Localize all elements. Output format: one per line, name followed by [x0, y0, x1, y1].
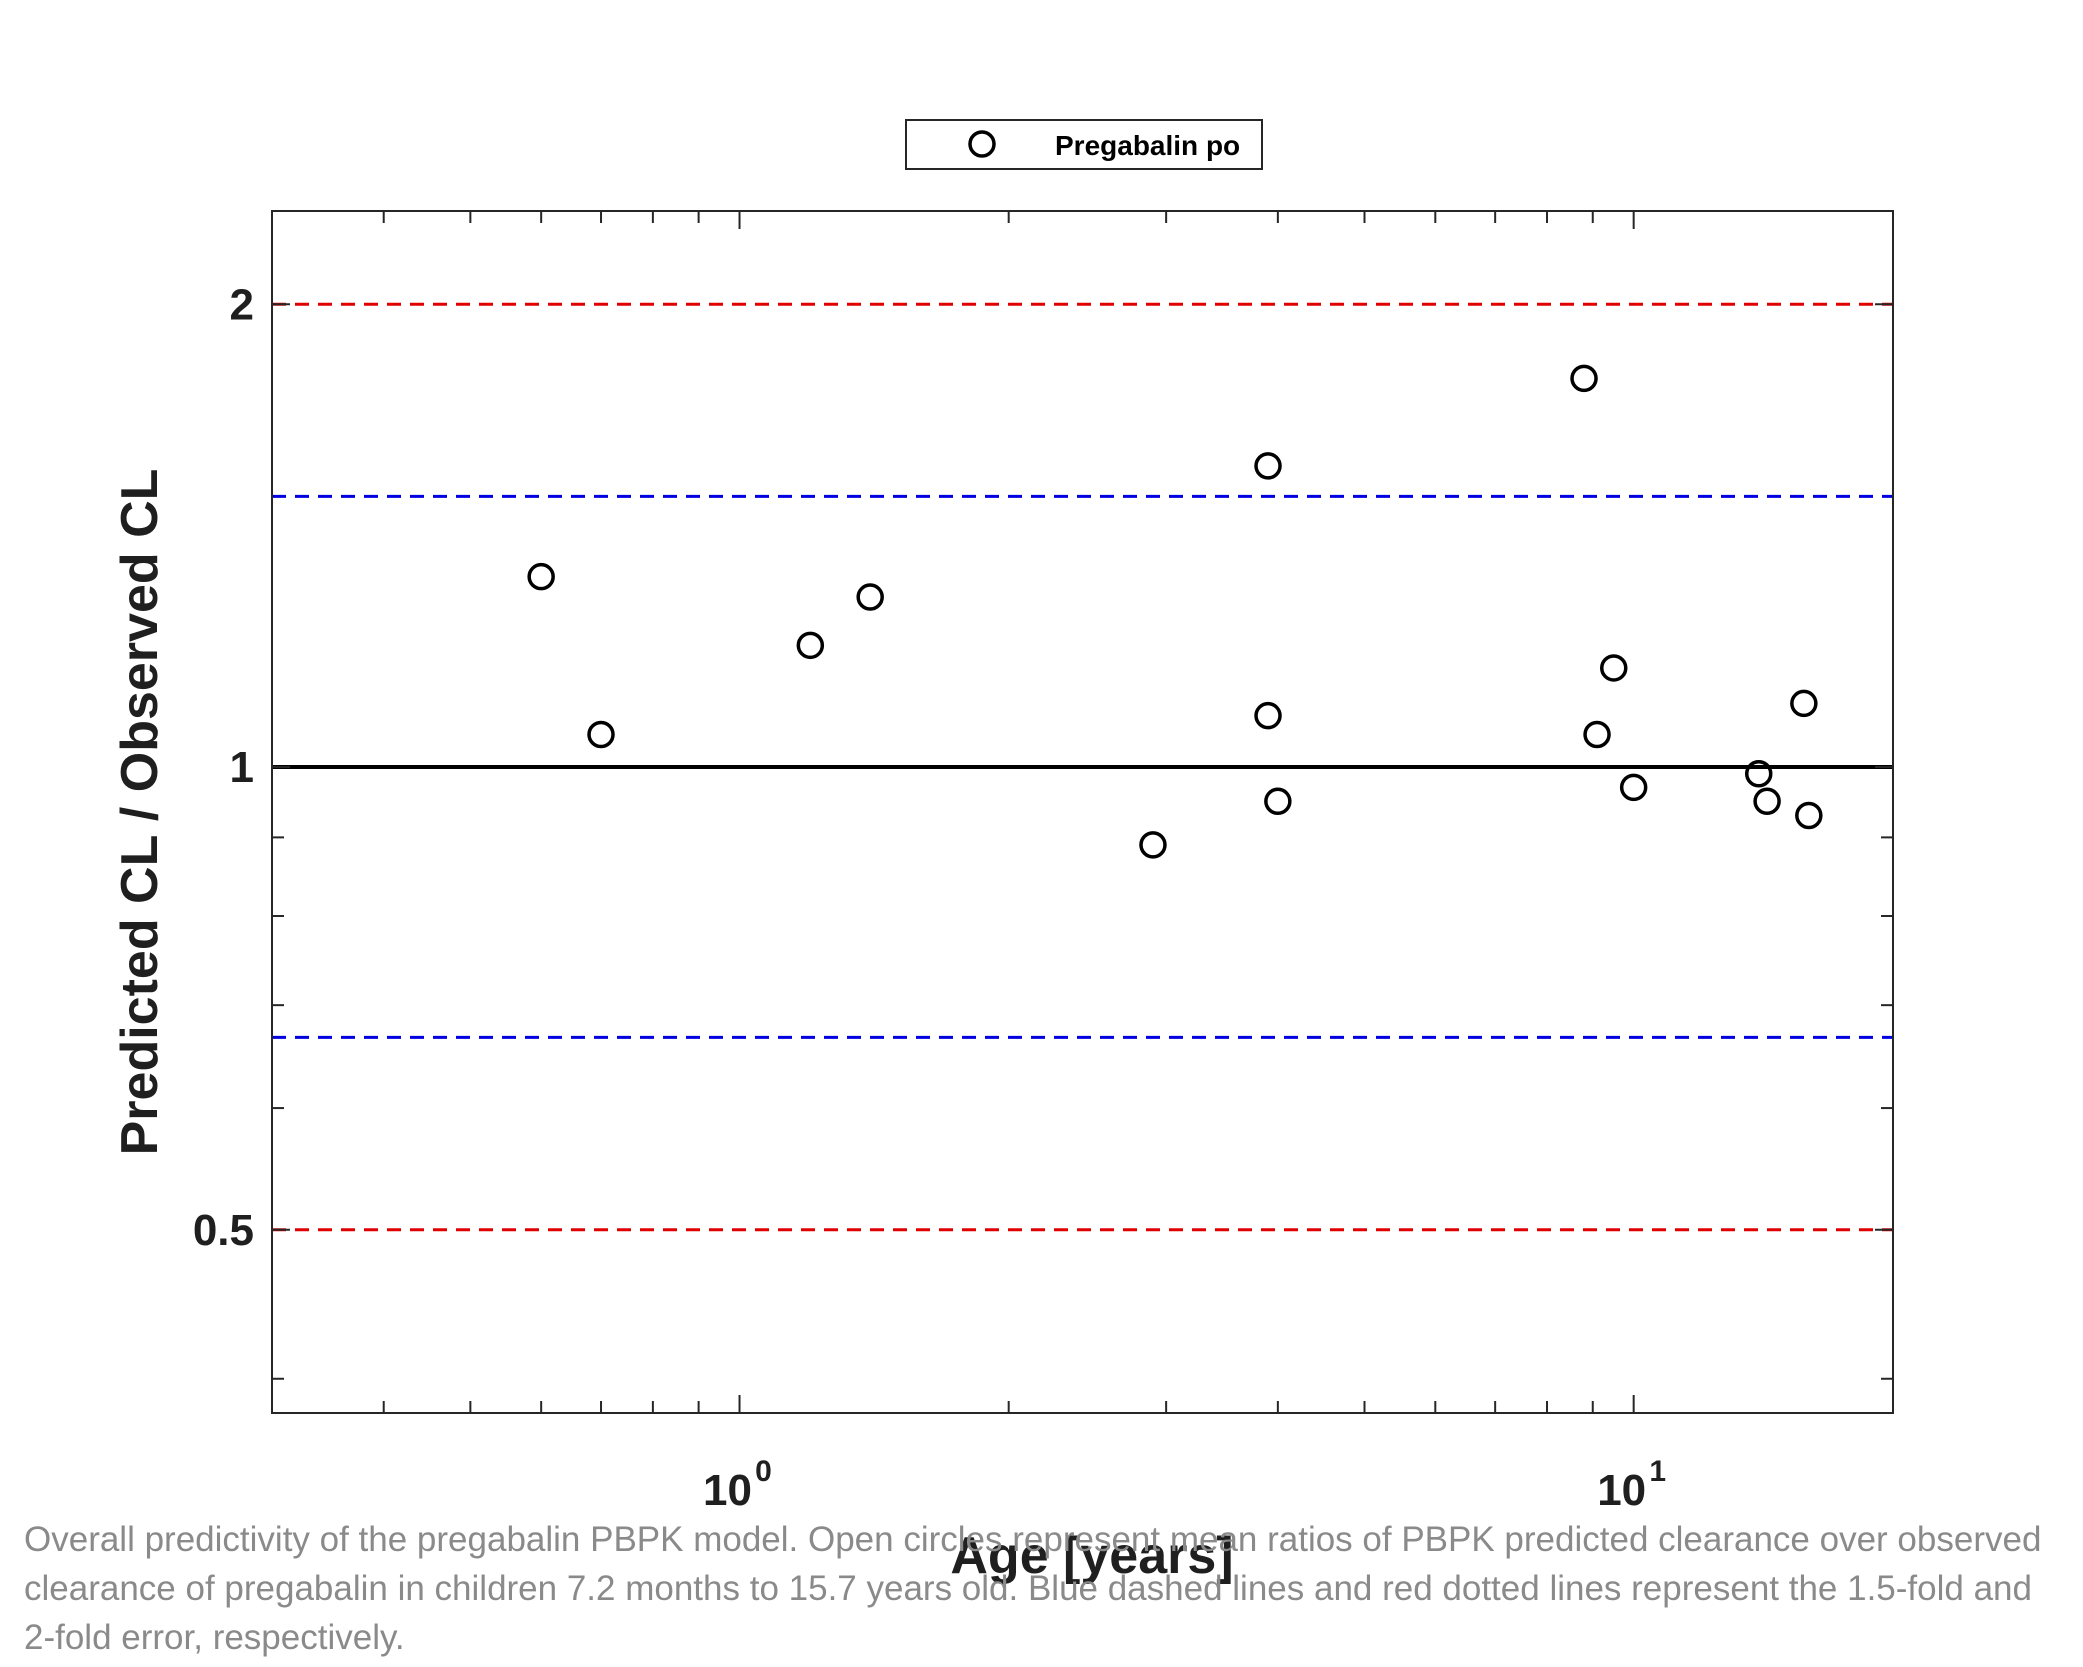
data-point: [1795, 801, 1823, 830]
x-axis-label: Age [years]: [950, 1527, 1233, 1585]
x-tick-base: 10: [1597, 1466, 1646, 1515]
data-point: [1254, 452, 1282, 480]
data-point: [1139, 831, 1167, 859]
x-tick-label: 10 1: [1597, 1455, 1666, 1515]
data-point: [1254, 701, 1282, 730]
data-point: [527, 562, 555, 591]
legend-entry-label: Pregabalin po: [1055, 130, 1240, 161]
x-tick-exponent: 1: [1649, 1455, 1666, 1488]
legend: Pregabalin po: [905, 119, 1263, 170]
x-tick-label: 10 0: [703, 1455, 772, 1515]
data-point: [1570, 364, 1598, 393]
y-tick-label: 1: [230, 743, 254, 792]
data-point: [796, 631, 825, 660]
data-point: [1264, 787, 1292, 816]
data-point: [1600, 654, 1628, 682]
x-tick-base: 10: [703, 1466, 752, 1515]
y-axis-ticks: 0.5 1 2: [193, 280, 254, 1254]
y-tick-label: 2: [230, 280, 254, 329]
x-axis-ticks: 10 0 10 1: [703, 1455, 1666, 1515]
reference-lines: [272, 302, 1893, 1232]
data-points: [527, 364, 1823, 859]
data-point: [1583, 720, 1611, 749]
data-point: [856, 583, 884, 611]
legend-marker-open-circle: [968, 130, 996, 158]
plot-frame: [271, 210, 1894, 1414]
data-point: [587, 720, 615, 749]
minor-ticks: [271, 211, 1893, 1413]
legend-box: [905, 119, 1263, 170]
y-axis-label: Predicted CL / Observed CL: [111, 469, 169, 1156]
figure-caption: Overall predictivity of the pregabalin P…: [24, 1520, 2042, 1657]
data-point: [1619, 773, 1648, 802]
y-tick-label: 0.5: [193, 1206, 254, 1255]
data-point: [1753, 787, 1781, 816]
data-point: [1744, 760, 1773, 788]
x-tick-exponent: 0: [755, 1455, 772, 1488]
data-point: [1790, 689, 1818, 718]
